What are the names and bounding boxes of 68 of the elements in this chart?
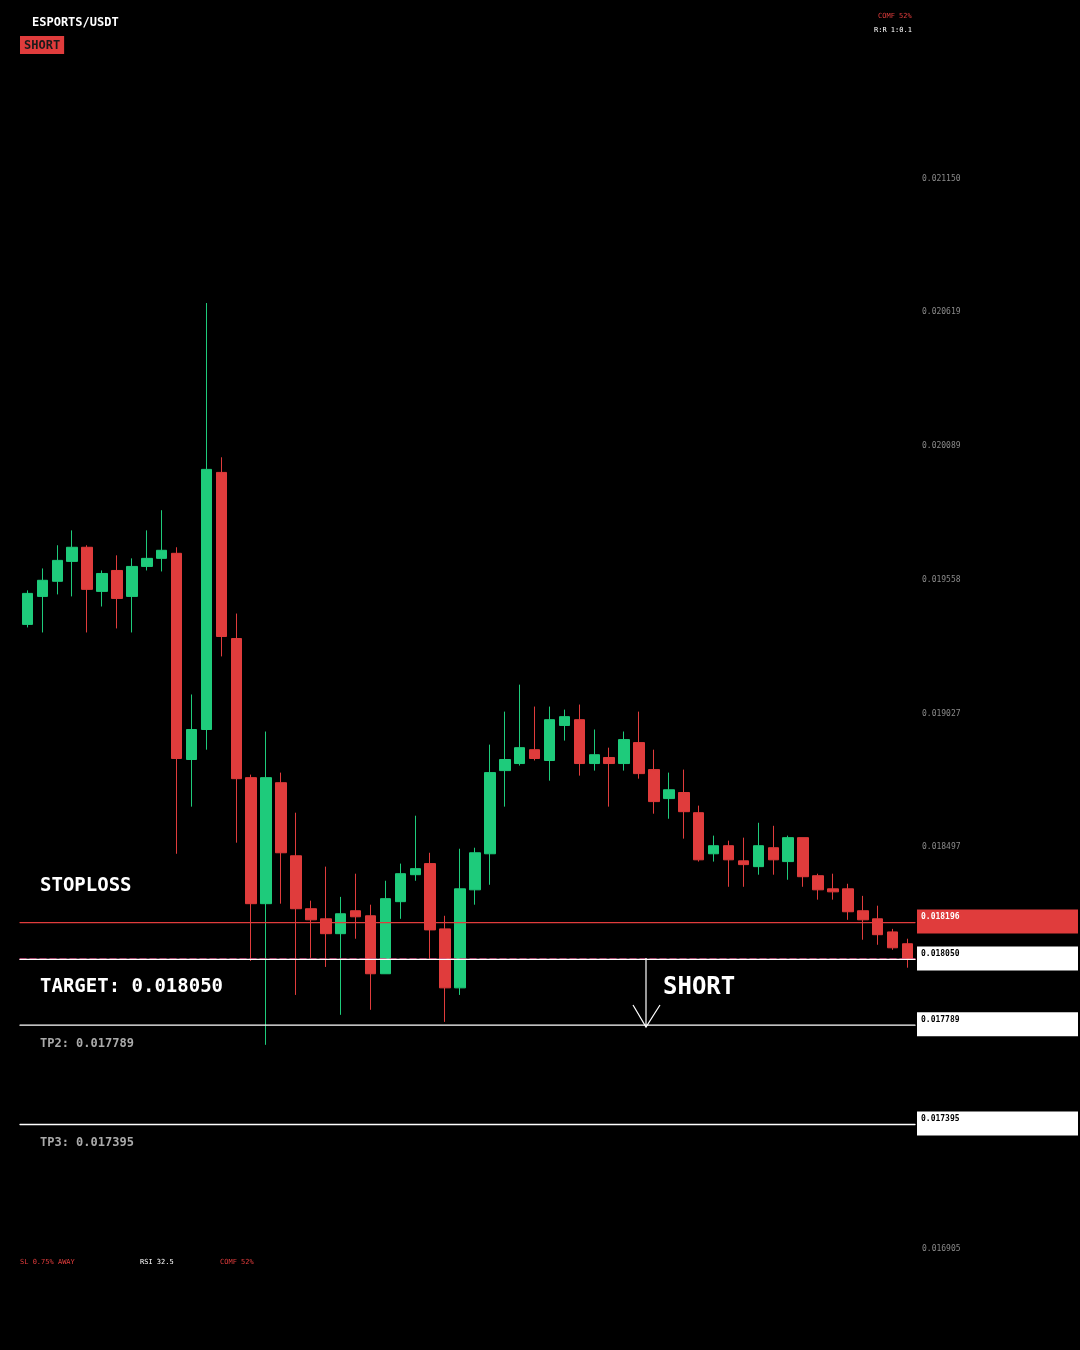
y-tick-label: 0.019558: [922, 574, 961, 584]
candlestick: [559, 709, 570, 742]
ref-line-label: TP2: 0.017789: [40, 1036, 134, 1051]
candlestick: [454, 848, 466, 996]
candlestick: [782, 835, 794, 881]
ref-line-label: TP3: 0.017395: [40, 1135, 134, 1150]
text: SHORT: [24, 38, 61, 52]
candlestick: [126, 557, 138, 633]
candlestick: [231, 613, 242, 844]
text: 0.018050: [921, 948, 960, 958]
candlestick: [633, 711, 645, 780]
candlestick: [156, 509, 167, 572]
candlestick: [812, 873, 824, 901]
candlestick: [275, 772, 287, 905]
candlestick: [693, 805, 704, 863]
annotation: SHORT: [663, 972, 736, 1000]
candlestick: [842, 883, 854, 921]
ref-line-label: STOPLOSS: [40, 873, 132, 896]
candlestick: [738, 837, 749, 888]
candlestick: [380, 880, 391, 975]
candlestick: [484, 744, 496, 886]
candlestick: [663, 772, 675, 820]
candlestick: [544, 706, 555, 782]
ref-line-label: TARGET: 0.018050: [40, 973, 224, 996]
candlestick: [797, 837, 809, 888]
candlestick: [648, 749, 660, 815]
candlestick: [395, 863, 406, 920]
candlestick: [827, 873, 839, 901]
y-tick-label: 0.019027: [922, 708, 961, 718]
candlestick: [171, 546, 182, 855]
candlestick: [186, 693, 197, 808]
candlestick: [37, 567, 48, 633]
candlestick: [22, 589, 33, 628]
y-tick-label: 0.020089: [922, 440, 961, 450]
text: 0.017395: [921, 1113, 960, 1123]
candlestick: [574, 704, 585, 777]
candlestick: [499, 711, 511, 808]
candlestick: [111, 554, 123, 629]
candlestick: [618, 731, 630, 772]
candlestick: [708, 835, 719, 863]
chart-title: ESPORTS/USDT: [32, 15, 119, 29]
candlestick: [723, 840, 734, 888]
y-tick-label: 0.020619: [922, 307, 961, 317]
y-tick-label: 0.016905: [922, 1243, 961, 1253]
candlestick: [902, 938, 913, 969]
candlestick: [260, 731, 272, 1046]
candlestick: [603, 747, 615, 808]
candlestick: [96, 569, 108, 607]
candlestick: [529, 706, 540, 762]
candlestick: [514, 684, 525, 767]
text: 0.017789: [921, 1014, 960, 1024]
candlestick: [887, 928, 898, 951]
candlestick: [410, 815, 421, 882]
y-tick-label: 0.021150: [922, 173, 961, 183]
candlestick: [201, 302, 212, 751]
candlestick: [589, 729, 600, 772]
candlestick: [678, 769, 690, 840]
text: 0.018196: [921, 912, 960, 922]
candlestick: [335, 896, 346, 1016]
candlestick: [66, 529, 78, 597]
candlestick: [768, 825, 779, 876]
y-tick-label: 0.018497: [922, 842, 961, 852]
candlestick: [753, 822, 764, 876]
candlestick: [141, 529, 153, 571]
candlestick: [81, 544, 93, 633]
candlestick: [469, 847, 481, 906]
candlestick: [216, 456, 227, 657]
candlestick: [52, 544, 63, 595]
